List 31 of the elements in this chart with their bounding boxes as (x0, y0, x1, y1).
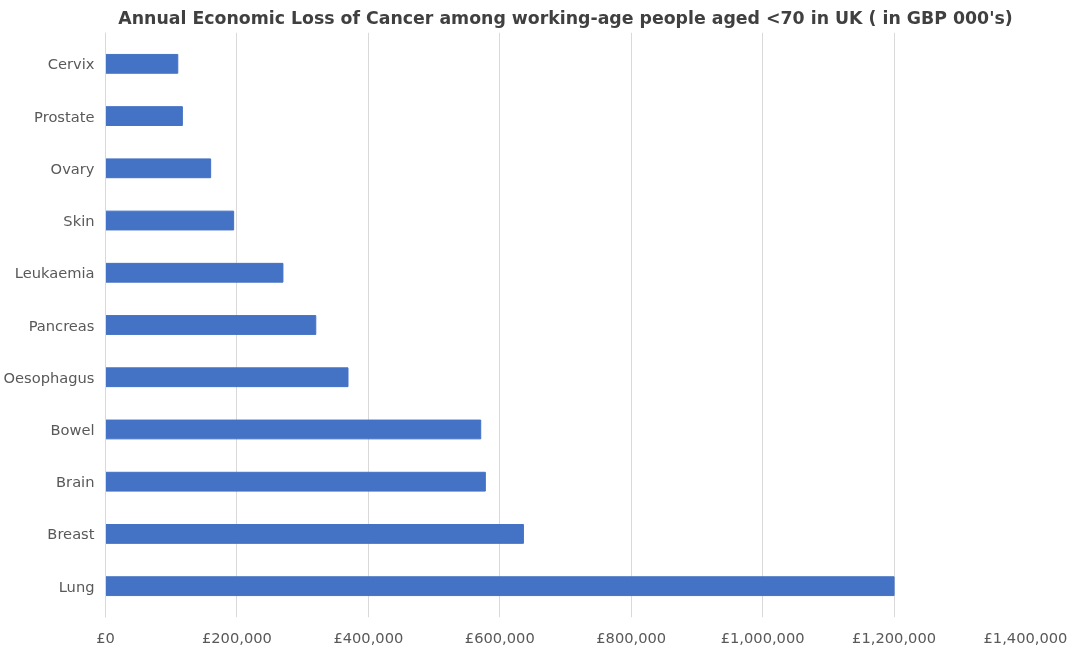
chart-title: Annual Economic Loss of Cancer among working-age people aged <70 in UK ( in GBP 000's) (118, 7, 1013, 28)
y-tick-label: Skin (63, 212, 95, 230)
y-tick-label: Prostate (34, 107, 95, 125)
y-tick-label: Ovary (50, 159, 95, 177)
x-tick-label: £1,200,000 (852, 628, 937, 646)
bar (105, 53, 179, 74)
bar (105, 158, 212, 179)
x-tick-label: £200,000 (201, 628, 272, 646)
bar (105, 367, 349, 388)
bar (105, 262, 284, 283)
bar (105, 106, 183, 126)
x-tick-label: £400,000 (333, 628, 404, 646)
bar (105, 315, 317, 335)
y-tick-label: Lung (58, 577, 95, 595)
x-tick-label: £0 (96, 628, 115, 646)
y-tick-label: Oesophagus (3, 368, 95, 386)
y-tick-label: Pancreas (28, 316, 95, 334)
bar (105, 576, 895, 597)
bar (105, 419, 482, 440)
bar (105, 524, 524, 544)
y-tick-label: Cervix (47, 55, 95, 73)
bar (105, 210, 235, 231)
y-tick-label: Brain (56, 473, 95, 491)
x-tick-label: £600,000 (464, 628, 535, 646)
x-tick-label: £1,000,000 (720, 628, 805, 646)
y-tick-label: Leukaemia (14, 264, 95, 282)
x-tick-label: £1,400,000 (983, 628, 1068, 646)
bar (105, 471, 486, 492)
y-tick-label: Bowel (50, 420, 95, 438)
y-tick-label: Breast (47, 525, 95, 543)
x-tick-label: £800,000 (596, 628, 667, 646)
